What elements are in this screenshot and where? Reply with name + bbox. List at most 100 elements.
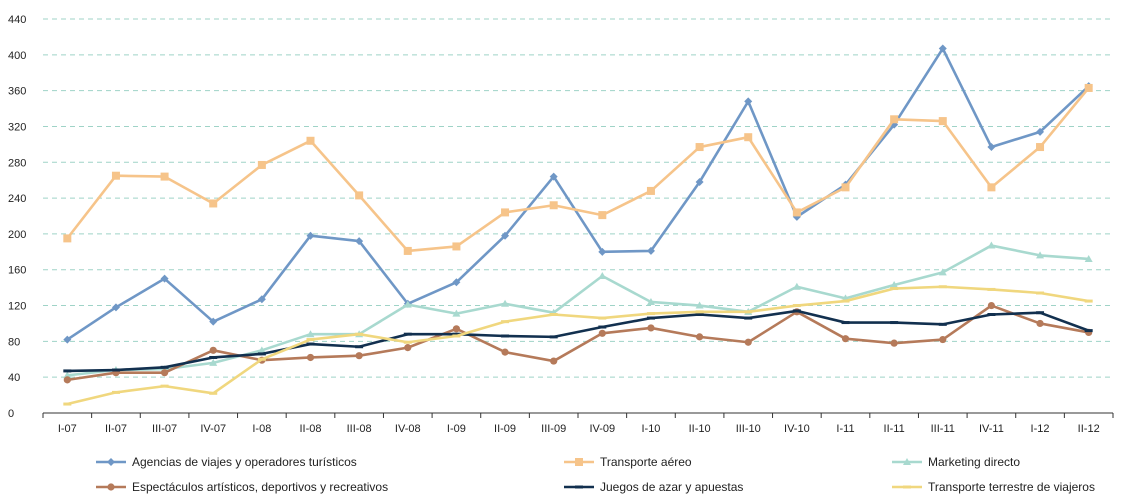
y-tick-label: 0 <box>8 408 14 420</box>
data-point <box>257 160 266 169</box>
legend-label: Juegos de azar y apuestas <box>600 480 743 494</box>
y-tick-label: 240 <box>8 193 26 205</box>
legend-label: Marketing directo <box>928 455 1020 469</box>
x-tick-label: I-11 <box>836 423 854 435</box>
data-point <box>1036 311 1045 315</box>
data-point <box>1036 143 1045 152</box>
legend-item: Marketing directo <box>892 455 1020 469</box>
data-point <box>306 342 315 346</box>
data-point <box>744 310 753 314</box>
data-point <box>501 231 510 240</box>
data-point <box>890 339 898 347</box>
data-point <box>160 384 169 388</box>
data-point <box>257 357 266 361</box>
data-point <box>209 199 218 208</box>
legend-marker <box>575 458 583 466</box>
legend-label: Espectáculos artísticos, deportivos y re… <box>132 480 388 494</box>
data-point <box>550 357 558 365</box>
data-point <box>63 369 72 373</box>
data-point <box>646 246 655 255</box>
data-point <box>111 171 120 180</box>
data-point <box>452 278 461 287</box>
data-point <box>938 268 947 276</box>
data-point <box>841 299 850 303</box>
data-point <box>501 208 510 217</box>
x-tick-label: III-11 <box>931 423 955 435</box>
series-group <box>63 301 1093 384</box>
data-point <box>404 344 412 352</box>
data-point <box>160 369 169 377</box>
x-tick-label: II-09 <box>494 423 516 435</box>
y-tick-label: 440 <box>8 14 26 26</box>
data-point <box>890 115 899 124</box>
data-point <box>257 346 266 354</box>
data-point <box>403 332 412 336</box>
data-point <box>792 304 801 308</box>
data-point <box>111 303 120 312</box>
data-point <box>939 335 947 344</box>
data-point <box>987 287 996 291</box>
data-point <box>744 316 753 320</box>
data-point <box>209 346 217 354</box>
data-point <box>306 330 315 338</box>
data-point <box>306 353 315 362</box>
data-point <box>501 334 510 338</box>
data-point <box>646 297 655 305</box>
data-point <box>646 312 655 316</box>
series-lines <box>63 44 1093 406</box>
x-tick-label: I-12 <box>1031 423 1050 435</box>
x-tick-label: IV-09 <box>589 423 615 435</box>
data-point <box>1084 83 1093 92</box>
y-tick-label: 40 <box>8 372 20 384</box>
data-point <box>1036 127 1045 136</box>
legend-marker <box>903 485 911 489</box>
data-point <box>938 322 947 326</box>
data-point <box>598 316 607 320</box>
data-point <box>452 325 461 333</box>
series-line <box>66 47 1090 341</box>
data-point <box>1036 251 1045 259</box>
series-group <box>63 83 1093 255</box>
data-point <box>890 321 899 325</box>
x-tick-label: II-11 <box>884 423 905 435</box>
data-point <box>987 313 996 316</box>
data-point <box>63 376 71 384</box>
data-point <box>501 299 510 307</box>
x-tick-label: I-08 <box>252 423 271 435</box>
data-point <box>452 309 461 317</box>
data-point <box>987 241 996 249</box>
x-tick-label: I-10 <box>641 423 660 435</box>
data-point <box>355 352 363 360</box>
data-point <box>695 333 704 341</box>
x-tick-label: II-10 <box>689 423 711 435</box>
data-point <box>598 211 607 220</box>
data-point <box>403 300 412 308</box>
legend-item: Transporte aéreo <box>564 455 692 469</box>
data-point <box>987 301 996 310</box>
data-point <box>111 368 120 372</box>
x-tick-label: II-07 <box>105 423 127 435</box>
x-tick-label: III-08 <box>347 423 372 435</box>
y-tick-label: 80 <box>8 336 20 348</box>
data-point <box>549 335 558 339</box>
legend-marker <box>575 485 583 489</box>
data-point <box>1084 254 1093 262</box>
legend-marker <box>903 458 911 465</box>
data-point <box>209 317 218 326</box>
data-point <box>160 274 169 283</box>
x-tick-label: II-12 <box>1078 423 1100 435</box>
x-tick-label: I-07 <box>58 423 77 435</box>
data-point <box>111 390 120 394</box>
data-point <box>549 201 558 210</box>
x-tick-label: I-09 <box>447 423 466 435</box>
data-point <box>63 234 72 243</box>
data-point <box>306 231 315 240</box>
data-point <box>841 321 850 325</box>
data-point <box>744 133 753 142</box>
data-point <box>63 335 72 344</box>
y-tick-label: 360 <box>8 86 26 98</box>
x-tick-label: III-07 <box>152 423 177 435</box>
legend-label: Agencias de viajes y operadores turístic… <box>132 455 357 469</box>
legend-item: Juegos de azar y apuestas <box>564 480 743 494</box>
series-line <box>66 87 1090 253</box>
